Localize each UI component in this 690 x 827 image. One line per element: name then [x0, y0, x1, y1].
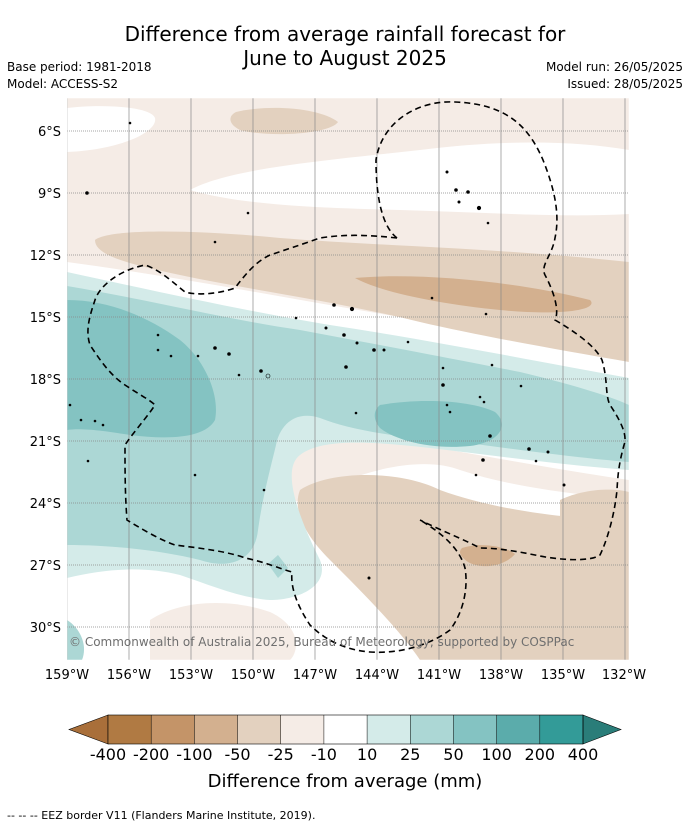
dry-region-band [95, 231, 629, 362]
lon-label: 156°W [107, 668, 151, 683]
neutral-region-north [67, 106, 156, 152]
lat-label: 6°S [38, 125, 61, 140]
eez-borders [87, 101, 626, 654]
wet-region-medium-east [374, 400, 502, 447]
colorbar-tick-label: -10 [310, 745, 337, 764]
colorbar-segment [453, 715, 498, 744]
title-line-1: Difference from average rainfall forecas… [124, 22, 566, 46]
base-period: Base period: 1981-2018 [7, 60, 152, 74]
colorbar-tick-label: 25 [400, 745, 421, 764]
model-run-date: Model run: 26/05/2025 [545, 60, 683, 74]
eez-border-west [87, 234, 467, 654]
dry-region-east [560, 489, 629, 530]
dry-region-south [297, 475, 629, 660]
copyright-text: © Commonwealth of Australia 2025, Bureau… [69, 635, 574, 649]
lat-label: 18°S [30, 373, 61, 388]
lon-label: 150°W [231, 668, 275, 683]
wet-region-strong-west [67, 300, 216, 438]
colorbar-tick-label: 50 [443, 745, 464, 764]
colorbar-extend-low [68, 714, 109, 745]
neutral-region-band [190, 142, 629, 216]
lon-label: 159°W [45, 668, 89, 683]
colorbar-tick-label: 100 [481, 745, 512, 764]
map-plot-area: © Commonwealth of Australia 2025, Bureau… [67, 98, 629, 660]
colorbar-tick-label: -200 [133, 745, 170, 764]
colorbar-segment [367, 715, 411, 744]
colorbar-frame [107, 714, 584, 745]
wet-region-southwest [67, 620, 85, 660]
colorbar-tick-label: -25 [267, 745, 294, 764]
colorbar-title: Difference from average (mm) [207, 771, 483, 792]
colorbar [68, 714, 622, 745]
wet-region-medium [67, 286, 629, 564]
eez-border-north [375, 101, 626, 561]
dry-region-north-small [230, 107, 338, 135]
lon-label: 135°W [541, 668, 585, 683]
lat-label: 12°S [30, 249, 61, 264]
colorbar-segment [539, 715, 584, 744]
lon-label: 132°W [602, 668, 646, 683]
colorbar-tick-label: -50 [224, 745, 251, 764]
latitude-labels: 6°S 9°S 12°S 15°S 18°S 21°S 24°S 27°S 30… [30, 125, 61, 636]
model-name: Model: ACCESS-S2 [7, 77, 119, 91]
title-line-2: June to August 2025 [243, 46, 447, 70]
colorbar-tick-label: 10 [356, 745, 378, 764]
eez-legend-note: -- -- -- EEZ border V11 (Flanders Marine… [7, 809, 316, 822]
lat-label: 15°S [30, 311, 61, 326]
lon-label: 153°W [169, 668, 213, 683]
lat-label: 24°S [30, 497, 61, 512]
colorbar-segment [280, 715, 325, 744]
metadata-right: Model run: 26/05/2025 Issued: 28/05/2025 [546, 59, 683, 93]
colorbar-segment [237, 715, 282, 744]
colorbar-segment [323, 715, 368, 744]
map-gridlines [67, 98, 629, 660]
colorbar-segment [194, 715, 239, 744]
lat-label: 9°S [38, 187, 61, 202]
chart-title: Difference from average rainfall forecas… [0, 22, 690, 70]
lon-label: 141°W [417, 668, 461, 683]
lat-label: 21°S [30, 435, 61, 450]
colorbar-tick-label: -400 [89, 745, 127, 764]
colorbar-segment [496, 715, 541, 744]
wet-region-patch [268, 555, 288, 578]
colorbar-segment [151, 715, 195, 744]
metadata-left: Base period: 1981-2018 Model: ACCESS-S2 [7, 59, 152, 93]
lon-label: 138°W [479, 668, 523, 683]
longitude-labels: 159°W 156°W 153°W 150°W 147°W 144°W 141°… [45, 668, 646, 683]
lon-label: 147°W [293, 668, 337, 683]
map-frame [66, 97, 630, 661]
dry-region-band-core [355, 276, 592, 313]
colorbar-extend-high [582, 714, 622, 745]
lat-label: 27°S [30, 559, 61, 574]
islands [68, 121, 566, 580]
colorbar-tick-label: 200 [524, 745, 556, 764]
lat-label: 30°S [30, 621, 61, 636]
dry-region-southwest [150, 602, 296, 660]
issued-date: Issued: 28/05/2025 [567, 77, 683, 91]
colorbar-tick-label: 400 [567, 745, 599, 764]
lon-label: 144°W [355, 668, 399, 683]
colorbar-segment [108, 715, 152, 744]
colorbar-segment [410, 715, 454, 744]
colorbar-tick-label: -100 [176, 745, 213, 764]
